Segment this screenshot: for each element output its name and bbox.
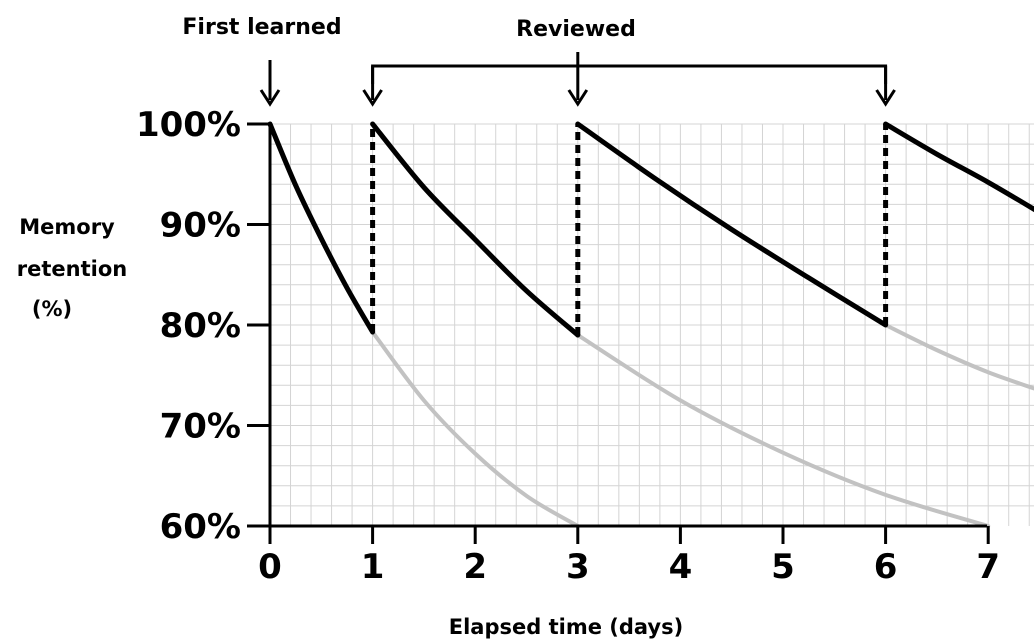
y-tick-label: 90% <box>160 206 241 246</box>
retention-curve-0 <box>267 121 376 335</box>
y-axis-title-line-3: (%) <box>32 297 72 321</box>
grid <box>270 123 1034 526</box>
reviewed-arrow-1 <box>567 89 589 107</box>
x-tick-label: 4 <box>669 547 693 587</box>
reviewed-label: Reviewed <box>516 17 636 42</box>
y-tick-label: 70% <box>160 407 241 447</box>
retention-curve-2 <box>575 121 889 328</box>
retention-curve-1 <box>370 121 581 338</box>
y-tick-label: 80% <box>160 306 241 346</box>
decay-curve-6 <box>883 323 1034 391</box>
decay-curve-4 <box>370 330 580 528</box>
x-tick-label: 2 <box>463 547 487 587</box>
y-tick-label: 100% <box>136 105 241 145</box>
x-tick-label: 1 <box>361 547 385 587</box>
reviewed-arrow-2 <box>875 89 896 107</box>
reviewed-arrow-0 <box>362 89 383 107</box>
x-ticks: 0 1 2 3 4 5 6 7 <box>258 526 1000 587</box>
y-axis-title-line-1: Memory <box>19 215 115 239</box>
x-tick-label: 3 <box>566 547 590 587</box>
decay-without-review <box>370 323 1034 528</box>
first-learned-arrow <box>259 89 281 107</box>
y-ticks: 60% 70% 80% 90% 100% <box>136 105 270 547</box>
retention-curve-3 <box>883 121 1034 213</box>
y-axis-title-line-2: retention <box>17 257 127 281</box>
annotation-arrows <box>259 52 896 107</box>
y-tick-label: 60% <box>160 507 241 547</box>
x-tick-label: 5 <box>771 547 795 587</box>
review-jumps <box>370 124 889 336</box>
retention-curves <box>267 121 1034 338</box>
x-tick-label: 6 <box>874 547 898 587</box>
first-learned-label: First learned <box>182 15 341 40</box>
x-tick-label: 7 <box>976 547 1000 587</box>
decay-curve-5 <box>575 333 991 528</box>
x-tick-label: 0 <box>258 547 282 587</box>
reviewed-bracket <box>371 64 888 84</box>
x-axis-title: Elapsed time (days) <box>449 615 683 639</box>
